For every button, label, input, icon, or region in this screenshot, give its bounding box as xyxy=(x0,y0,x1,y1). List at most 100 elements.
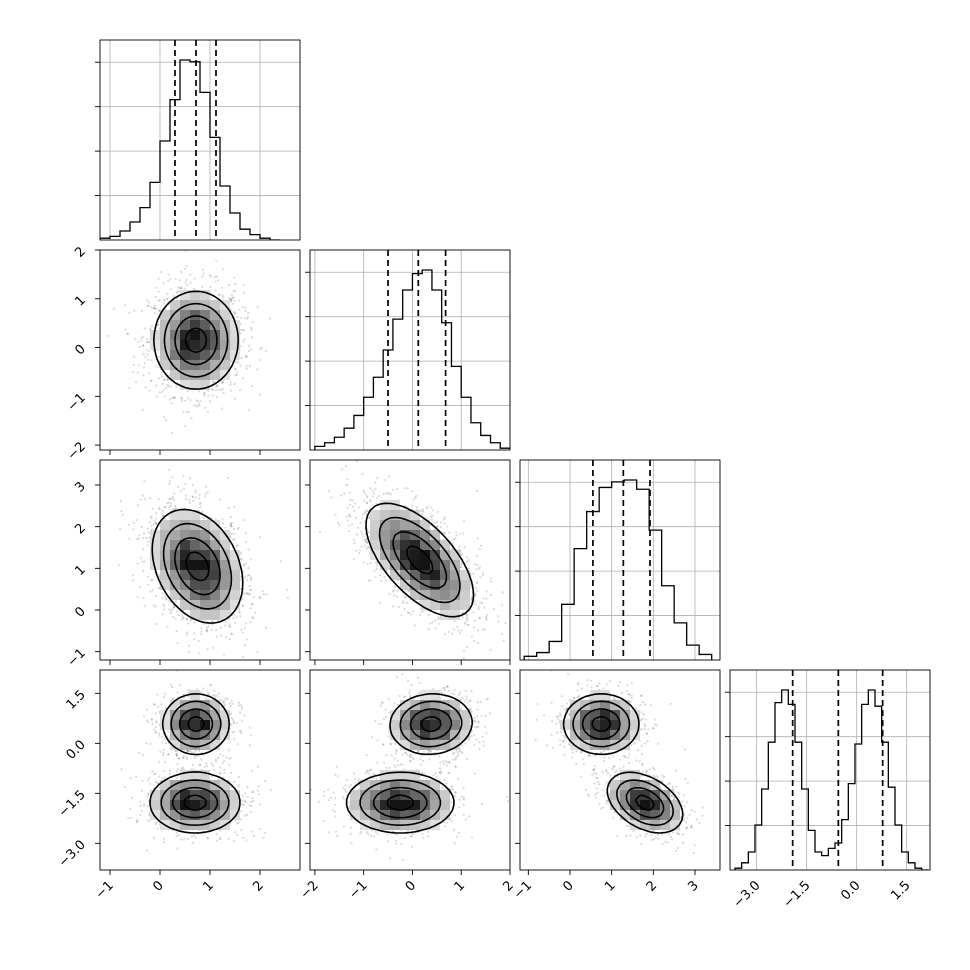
scatter-point xyxy=(237,526,240,529)
scatter-point xyxy=(243,519,246,522)
scatter-point xyxy=(155,517,158,520)
scatter-point xyxy=(153,306,156,310)
scatter-point xyxy=(363,492,366,495)
density-cell xyxy=(190,320,200,330)
density-cell xyxy=(180,360,190,370)
density-cell xyxy=(400,570,410,580)
scatter-point xyxy=(239,730,243,733)
scatter-point xyxy=(241,377,244,380)
scatter-point xyxy=(435,521,438,524)
scatter-point xyxy=(144,355,147,358)
density-cell xyxy=(220,600,230,610)
scatter-point xyxy=(210,297,213,300)
density-cell xyxy=(380,500,390,510)
scatter-point xyxy=(137,364,140,367)
scatter-point xyxy=(187,650,191,654)
scatter-point xyxy=(258,596,262,599)
scatter-point xyxy=(184,250,187,252)
scatter-point xyxy=(196,405,199,408)
scatter-point xyxy=(240,628,243,632)
density-cell xyxy=(460,600,470,610)
density-cell xyxy=(170,530,180,540)
scatter-point xyxy=(151,722,154,726)
scatter-point xyxy=(222,391,225,394)
scatter-point xyxy=(145,299,148,302)
scatter-point xyxy=(250,577,253,580)
density-cell xyxy=(220,590,230,600)
scatter-point xyxy=(455,531,458,534)
scatter-point xyxy=(466,619,469,622)
scatter-point xyxy=(158,327,161,330)
scatter-point xyxy=(446,525,449,528)
scatter-point xyxy=(148,389,151,392)
scatter-point xyxy=(216,275,219,278)
scatter-point xyxy=(246,317,249,320)
scatter-point xyxy=(215,389,218,392)
scatter-point xyxy=(366,496,369,499)
scatter-point xyxy=(203,406,206,409)
scatter-point xyxy=(388,592,391,596)
scatter-point xyxy=(463,622,466,625)
scatter-point xyxy=(203,516,206,520)
scatter-point xyxy=(184,494,187,497)
density-cell xyxy=(160,530,170,540)
scatter-point xyxy=(236,315,239,318)
scatter-point xyxy=(393,594,396,597)
scatter-point xyxy=(185,618,189,621)
scatter-point xyxy=(473,600,476,603)
scatter-point xyxy=(221,268,224,271)
scatter-point xyxy=(233,614,236,617)
scatter-point xyxy=(244,622,248,625)
density-cell xyxy=(450,590,460,600)
scatter-point xyxy=(239,615,242,618)
scatter-point xyxy=(139,498,143,501)
scatter-point xyxy=(234,622,237,625)
axis-frame xyxy=(309,249,511,451)
scatter-point xyxy=(187,644,190,648)
density-cell xyxy=(220,560,230,570)
scatter-point xyxy=(146,340,149,344)
scatter-point xyxy=(204,495,207,498)
scatter-point xyxy=(106,334,109,337)
density-cell xyxy=(200,570,210,580)
density-cell xyxy=(190,350,200,360)
scatter-point xyxy=(403,608,406,611)
scatter-point xyxy=(229,381,232,384)
scatter-point xyxy=(187,689,191,692)
scatter-point xyxy=(223,699,226,702)
scatter-point xyxy=(176,691,179,694)
scatter-point xyxy=(442,531,445,535)
scatter-point xyxy=(403,596,406,600)
scatter-point xyxy=(144,497,147,500)
scatter-point xyxy=(219,626,222,629)
scatter-point xyxy=(232,617,235,620)
panel-content xyxy=(106,250,272,450)
scatter-point xyxy=(437,617,440,621)
scatter-point xyxy=(195,399,198,402)
scatter-point xyxy=(363,499,366,502)
scatter-point xyxy=(192,404,195,407)
density-cell xyxy=(190,310,200,320)
scatter-point xyxy=(476,629,479,632)
density-cell xyxy=(150,330,160,340)
scatter-point xyxy=(120,509,123,513)
scatter-point xyxy=(199,506,202,509)
density-cell xyxy=(230,590,240,600)
scatter-point xyxy=(391,590,395,593)
scatter-point xyxy=(182,617,185,620)
scatter-point xyxy=(148,349,151,352)
scatter-point xyxy=(153,520,156,523)
scatter-point xyxy=(249,576,252,579)
scatter-point xyxy=(403,487,406,490)
scatter-panel-0-2 xyxy=(95,459,301,665)
scatter-point xyxy=(387,475,390,478)
density-cell xyxy=(200,360,210,370)
scatter-point xyxy=(233,505,236,508)
scatter-point xyxy=(228,638,231,641)
scatter-point xyxy=(127,311,131,314)
density-cell xyxy=(210,610,220,620)
scatter-point xyxy=(354,516,357,520)
scatter-point xyxy=(217,293,221,296)
scatter-point xyxy=(242,570,245,574)
density-cell xyxy=(210,560,220,570)
